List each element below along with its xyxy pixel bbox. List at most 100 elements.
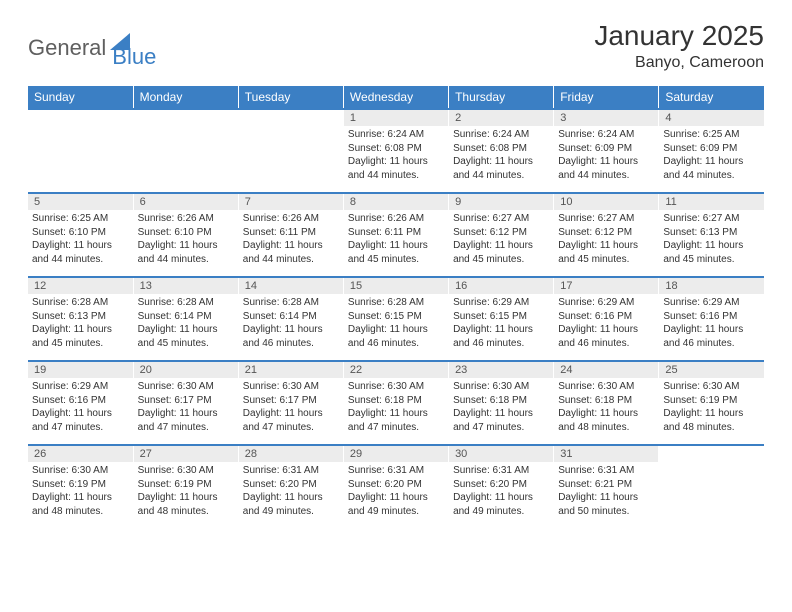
day-number: 28 <box>239 446 343 462</box>
col-wednesday: Wednesday <box>343 86 448 109</box>
calendar-cell: 15Sunrise: 6:28 AMSunset: 6:15 PMDayligh… <box>343 277 448 361</box>
sunrise-text: Sunrise: 6:24 AM <box>453 128 549 142</box>
sunset-text: Sunset: 6:20 PM <box>243 478 339 492</box>
day-number: 31 <box>554 446 658 462</box>
day-number: 7 <box>239 194 343 210</box>
day-details: Sunrise: 6:30 AMSunset: 6:18 PMDaylight:… <box>554 378 658 444</box>
calendar-cell: 13Sunrise: 6:28 AMSunset: 6:14 PMDayligh… <box>133 277 238 361</box>
sunset-text: Sunset: 6:17 PM <box>138 394 234 408</box>
sunset-text: Sunset: 6:18 PM <box>453 394 549 408</box>
sunrise-text: Sunrise: 6:29 AM <box>453 296 549 310</box>
sunset-text: Sunset: 6:13 PM <box>663 226 760 240</box>
day-number: 21 <box>239 362 343 378</box>
sunset-text: Sunset: 6:19 PM <box>138 478 234 492</box>
calendar-cell: 12Sunrise: 6:28 AMSunset: 6:13 PMDayligh… <box>28 277 133 361</box>
daylight-text: Daylight: 11 hours and 44 minutes. <box>138 239 234 266</box>
sunset-text: Sunset: 6:20 PM <box>453 478 549 492</box>
day-number: 1 <box>344 110 448 126</box>
day-number: 16 <box>449 278 553 294</box>
sunrise-text: Sunrise: 6:24 AM <box>348 128 444 142</box>
calendar-cell: 21Sunrise: 6:30 AMSunset: 6:17 PMDayligh… <box>238 361 343 445</box>
daylight-text: Daylight: 11 hours and 47 minutes. <box>243 407 339 434</box>
calendar-cell: 27Sunrise: 6:30 AMSunset: 6:19 PMDayligh… <box>133 445 238 528</box>
sunset-text: Sunset: 6:18 PM <box>558 394 654 408</box>
day-details: Sunrise: 6:31 AMSunset: 6:21 PMDaylight:… <box>554 462 658 528</box>
sunset-text: Sunset: 6:09 PM <box>558 142 654 156</box>
daylight-text: Daylight: 11 hours and 46 minutes. <box>348 323 444 350</box>
title-block: January 2025 Banyo, Cameroon <box>594 20 764 72</box>
daylight-text: Daylight: 11 hours and 47 minutes. <box>32 407 129 434</box>
daylight-text: Daylight: 11 hours and 44 minutes. <box>243 239 339 266</box>
daylight-text: Daylight: 11 hours and 46 minutes. <box>663 323 760 350</box>
sunrise-text: Sunrise: 6:30 AM <box>138 380 234 394</box>
daylight-text: Daylight: 11 hours and 45 minutes. <box>663 239 760 266</box>
sunrise-text: Sunrise: 6:26 AM <box>243 212 339 226</box>
calendar-page: General Blue January 2025 Banyo, Cameroo… <box>0 0 792 548</box>
calendar-cell: 10Sunrise: 6:27 AMSunset: 6:12 PMDayligh… <box>554 193 659 277</box>
sunset-text: Sunset: 6:12 PM <box>558 226 654 240</box>
calendar-cell: 20Sunrise: 6:30 AMSunset: 6:17 PMDayligh… <box>133 361 238 445</box>
day-details <box>28 126 133 184</box>
day-details <box>239 126 343 184</box>
day-details: Sunrise: 6:29 AMSunset: 6:15 PMDaylight:… <box>449 294 553 360</box>
daylight-text: Daylight: 11 hours and 44 minutes. <box>32 239 129 266</box>
calendar-cell: 26Sunrise: 6:30 AMSunset: 6:19 PMDayligh… <box>28 445 133 528</box>
day-details: Sunrise: 6:31 AMSunset: 6:20 PMDaylight:… <box>239 462 343 528</box>
day-details: Sunrise: 6:30 AMSunset: 6:19 PMDaylight:… <box>134 462 238 528</box>
sunrise-text: Sunrise: 6:25 AM <box>32 212 129 226</box>
sunrise-text: Sunrise: 6:28 AM <box>138 296 234 310</box>
day-details: Sunrise: 6:28 AMSunset: 6:14 PMDaylight:… <box>239 294 343 360</box>
day-number: 22 <box>344 362 448 378</box>
sunset-text: Sunset: 6:18 PM <box>348 394 444 408</box>
calendar-cell: 29Sunrise: 6:31 AMSunset: 6:20 PMDayligh… <box>343 445 448 528</box>
day-number: 12 <box>28 278 133 294</box>
calendar-cell: 16Sunrise: 6:29 AMSunset: 6:15 PMDayligh… <box>449 277 554 361</box>
page-title: January 2025 <box>594 20 764 52</box>
daylight-text: Daylight: 11 hours and 45 minutes. <box>138 323 234 350</box>
day-number: 25 <box>659 362 764 378</box>
daylight-text: Daylight: 11 hours and 44 minutes. <box>558 155 654 182</box>
sunrise-text: Sunrise: 6:30 AM <box>243 380 339 394</box>
day-number: 2 <box>449 110 553 126</box>
sunrise-text: Sunrise: 6:30 AM <box>663 380 760 394</box>
col-monday: Monday <box>133 86 238 109</box>
calendar-cell: 18Sunrise: 6:29 AMSunset: 6:16 PMDayligh… <box>659 277 764 361</box>
calendar-cell: 30Sunrise: 6:31 AMSunset: 6:20 PMDayligh… <box>449 445 554 528</box>
sunset-text: Sunset: 6:19 PM <box>663 394 760 408</box>
day-number: 29 <box>344 446 448 462</box>
logo-text-general: General <box>28 35 106 61</box>
calendar-cell: 24Sunrise: 6:30 AMSunset: 6:18 PMDayligh… <box>554 361 659 445</box>
calendar-cell <box>28 109 133 193</box>
calendar-cell: 23Sunrise: 6:30 AMSunset: 6:18 PMDayligh… <box>449 361 554 445</box>
sunset-text: Sunset: 6:21 PM <box>558 478 654 492</box>
daylight-text: Daylight: 11 hours and 48 minutes. <box>663 407 760 434</box>
daylight-text: Daylight: 11 hours and 45 minutes. <box>348 239 444 266</box>
sunrise-text: Sunrise: 6:30 AM <box>138 464 234 478</box>
day-number: 8 <box>344 194 448 210</box>
sunset-text: Sunset: 6:12 PM <box>453 226 549 240</box>
sunrise-text: Sunrise: 6:31 AM <box>558 464 654 478</box>
sunrise-text: Sunrise: 6:31 AM <box>453 464 549 478</box>
sunrise-text: Sunrise: 6:30 AM <box>348 380 444 394</box>
calendar-week: 5Sunrise: 6:25 AMSunset: 6:10 PMDaylight… <box>28 193 764 277</box>
daylight-text: Daylight: 11 hours and 47 minutes. <box>348 407 444 434</box>
sunset-text: Sunset: 6:11 PM <box>348 226 444 240</box>
day-details: Sunrise: 6:30 AMSunset: 6:19 PMDaylight:… <box>28 462 133 528</box>
sunrise-text: Sunrise: 6:28 AM <box>348 296 444 310</box>
daylight-text: Daylight: 11 hours and 49 minutes. <box>453 491 549 518</box>
day-details: Sunrise: 6:24 AMSunset: 6:08 PMDaylight:… <box>344 126 448 192</box>
day-number: 17 <box>554 278 658 294</box>
sunrise-text: Sunrise: 6:24 AM <box>558 128 654 142</box>
sunrise-text: Sunrise: 6:29 AM <box>663 296 760 310</box>
sunset-text: Sunset: 6:20 PM <box>348 478 444 492</box>
calendar-cell <box>133 109 238 193</box>
calendar-cell <box>238 109 343 193</box>
calendar-cell: 2Sunrise: 6:24 AMSunset: 6:08 PMDaylight… <box>449 109 554 193</box>
daylight-text: Daylight: 11 hours and 44 minutes. <box>453 155 549 182</box>
daylight-text: Daylight: 11 hours and 46 minutes. <box>453 323 549 350</box>
daylight-text: Daylight: 11 hours and 49 minutes. <box>348 491 444 518</box>
day-details: Sunrise: 6:28 AMSunset: 6:13 PMDaylight:… <box>28 294 133 360</box>
day-details: Sunrise: 6:28 AMSunset: 6:14 PMDaylight:… <box>134 294 238 360</box>
day-number: 18 <box>659 278 764 294</box>
sunrise-text: Sunrise: 6:25 AM <box>663 128 760 142</box>
